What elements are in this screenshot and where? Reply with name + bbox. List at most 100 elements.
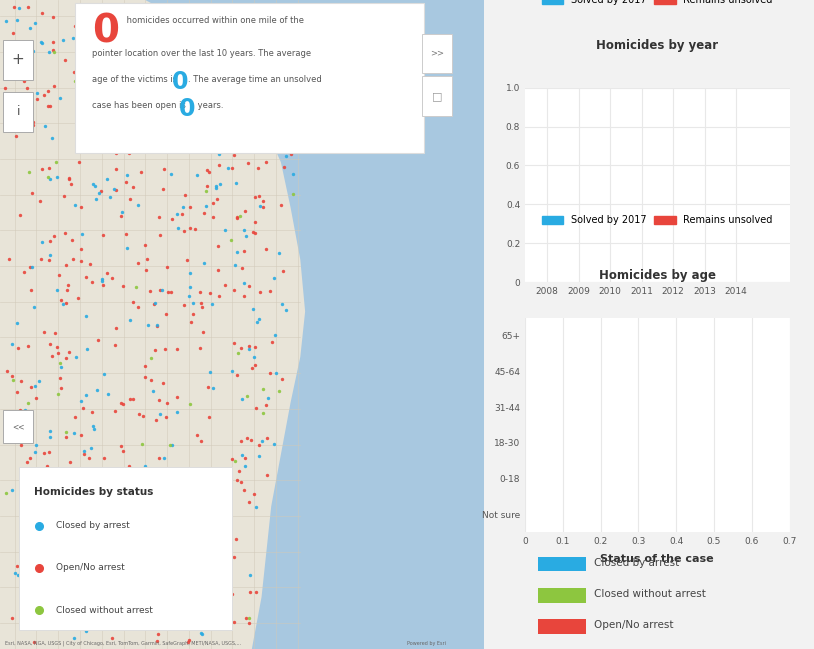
Point: [87, 179, 100, 190]
Point: [43, 101, 56, 111]
FancyBboxPatch shape: [3, 40, 33, 80]
Point: [251, 317, 264, 327]
Text: +: +: [11, 52, 24, 67]
Point: [121, 83, 134, 93]
Point: [160, 36, 173, 47]
Point: [110, 147, 123, 158]
Point: [228, 284, 241, 295]
Point: [86, 607, 99, 618]
Point: [76, 573, 89, 583]
Point: [24, 285, 37, 295]
Point: [124, 30, 137, 40]
Point: [269, 134, 282, 145]
Bar: [538, 557, 586, 572]
Point: [97, 452, 110, 463]
Point: [144, 374, 157, 385]
Point: [120, 576, 133, 586]
Text: Closed by arrest: Closed by arrest: [55, 521, 129, 530]
Point: [125, 536, 138, 546]
Point: [278, 162, 291, 173]
Point: [164, 606, 177, 616]
Point: [68, 633, 81, 644]
Point: [256, 384, 269, 395]
Point: [18, 267, 31, 277]
Point: [79, 310, 92, 321]
Point: [88, 180, 101, 191]
Point: [74, 244, 87, 254]
Point: [26, 262, 39, 273]
Point: [243, 281, 256, 291]
Point: [109, 35, 122, 45]
Point: [217, 99, 230, 109]
Point: [134, 107, 147, 117]
Point: [77, 545, 90, 555]
Point: [51, 348, 64, 358]
Point: [131, 258, 144, 268]
Point: [287, 189, 300, 199]
Point: [141, 254, 154, 264]
Point: [151, 571, 164, 582]
Point: [212, 160, 225, 170]
Point: [155, 285, 168, 295]
Point: [116, 398, 129, 409]
Point: [233, 465, 246, 476]
Point: [50, 156, 63, 167]
Point: [35, 38, 48, 48]
Point: [191, 63, 204, 73]
Point: [142, 9, 155, 19]
Point: [193, 526, 206, 537]
Point: [174, 42, 187, 53]
Point: [72, 567, 85, 577]
Point: [198, 258, 211, 268]
Point: [64, 574, 77, 585]
Point: [166, 440, 179, 450]
Point: [248, 342, 261, 352]
Point: [101, 268, 114, 278]
Point: [72, 293, 85, 303]
Point: [203, 411, 216, 422]
Point: [240, 613, 253, 623]
Point: [236, 141, 249, 152]
Point: [106, 633, 119, 643]
Point: [76, 229, 89, 239]
Point: [7, 28, 20, 38]
Point: [122, 112, 135, 122]
Point: [70, 352, 83, 362]
Legend: Solved by 2017, Remains unsolved: Solved by 2017, Remains unsolved: [538, 212, 777, 229]
Point: [42, 482, 55, 493]
FancyBboxPatch shape: [75, 3, 424, 153]
Point: [61, 280, 74, 290]
FancyBboxPatch shape: [3, 92, 33, 132]
Point: [154, 474, 167, 485]
Point: [115, 441, 128, 451]
Point: [54, 358, 67, 369]
Point: [193, 343, 206, 353]
Point: [252, 162, 265, 173]
Point: [252, 451, 265, 461]
Point: [138, 361, 151, 372]
Point: [186, 507, 199, 517]
Point: [151, 321, 164, 331]
Point: [94, 186, 107, 197]
Point: [256, 196, 269, 206]
Point: [57, 34, 70, 45]
Text: Closed without arrest: Closed without arrest: [55, 606, 152, 615]
Point: [126, 297, 139, 307]
Point: [287, 169, 300, 179]
Point: [241, 391, 254, 402]
Point: [43, 251, 56, 261]
Point: [214, 478, 227, 488]
Point: [0, 16, 13, 27]
Point: [138, 103, 151, 113]
Point: [161, 288, 174, 298]
Point: [284, 149, 297, 160]
Point: [73, 21, 86, 32]
Point: [131, 83, 144, 93]
Point: [112, 508, 125, 518]
Point: [247, 489, 260, 500]
Point: [20, 83, 33, 93]
Point: [155, 23, 168, 34]
Point: [179, 190, 192, 201]
Point: [147, 40, 160, 50]
Point: [46, 45, 59, 55]
